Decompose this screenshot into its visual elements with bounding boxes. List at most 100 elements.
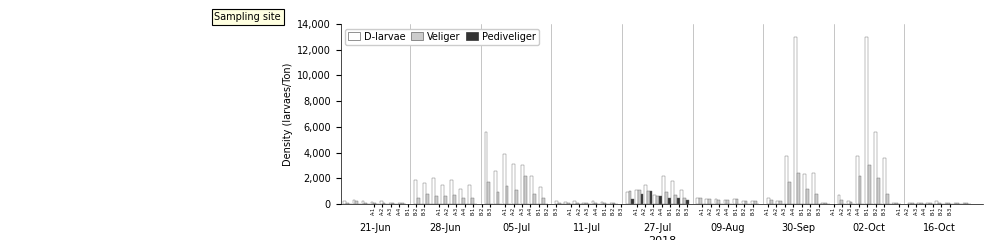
- Bar: [638, 190, 640, 204]
- Bar: [573, 201, 576, 204]
- Bar: [956, 203, 959, 204]
- Bar: [653, 195, 656, 204]
- Bar: [462, 198, 465, 204]
- Bar: [558, 203, 561, 204]
- Bar: [909, 203, 911, 204]
- Bar: [724, 200, 727, 204]
- Bar: [450, 180, 453, 204]
- Bar: [485, 132, 488, 204]
- Bar: [727, 200, 729, 204]
- Bar: [521, 165, 523, 204]
- Bar: [886, 194, 889, 204]
- Bar: [444, 196, 447, 204]
- Bar: [635, 190, 638, 204]
- Bar: [435, 196, 438, 204]
- Bar: [391, 203, 394, 204]
- Bar: [533, 194, 535, 204]
- Bar: [736, 199, 739, 204]
- Bar: [361, 201, 364, 204]
- Bar: [514, 190, 517, 204]
- Bar: [379, 201, 382, 204]
- Bar: [947, 203, 950, 204]
- Bar: [417, 198, 420, 204]
- Bar: [788, 182, 790, 204]
- Bar: [613, 203, 616, 204]
- Bar: [797, 173, 800, 204]
- Bar: [592, 201, 595, 204]
- Bar: [398, 203, 401, 204]
- Bar: [708, 199, 711, 204]
- Bar: [742, 201, 745, 204]
- Bar: [677, 198, 679, 204]
- Bar: [671, 181, 674, 204]
- Bar: [665, 192, 667, 204]
- Bar: [414, 180, 417, 204]
- Bar: [705, 199, 708, 204]
- Bar: [632, 199, 635, 204]
- Bar: [658, 196, 661, 204]
- Bar: [644, 185, 646, 204]
- Bar: [640, 194, 643, 204]
- Bar: [926, 203, 929, 204]
- Bar: [696, 198, 699, 204]
- Bar: [460, 189, 462, 204]
- Y-axis label: Density (larvaes/Ton): Density (larvaes/Ton): [283, 62, 293, 166]
- Bar: [432, 178, 435, 204]
- Bar: [656, 196, 658, 204]
- Bar: [803, 174, 806, 204]
- Bar: [733, 199, 736, 204]
- Bar: [441, 185, 444, 204]
- Bar: [674, 195, 677, 204]
- Bar: [911, 203, 914, 204]
- Bar: [777, 201, 779, 204]
- Bar: [785, 156, 788, 204]
- Bar: [502, 154, 505, 204]
- Bar: [511, 164, 514, 204]
- Bar: [595, 203, 597, 204]
- Bar: [877, 178, 880, 204]
- Bar: [812, 173, 815, 204]
- Bar: [601, 202, 604, 204]
- Bar: [717, 200, 720, 204]
- Bar: [874, 132, 877, 204]
- Bar: [892, 203, 895, 204]
- Bar: [850, 202, 852, 204]
- Bar: [824, 203, 827, 204]
- Bar: [779, 201, 781, 204]
- Bar: [921, 203, 922, 204]
- Bar: [488, 182, 491, 204]
- Bar: [426, 194, 429, 204]
- Bar: [767, 198, 770, 204]
- Bar: [370, 202, 373, 204]
- Bar: [944, 203, 947, 204]
- Bar: [604, 203, 607, 204]
- Bar: [751, 201, 754, 204]
- Bar: [794, 37, 797, 204]
- Bar: [353, 200, 355, 204]
- Bar: [715, 199, 717, 204]
- Bar: [935, 201, 938, 204]
- Bar: [770, 200, 773, 204]
- Bar: [530, 176, 533, 204]
- Bar: [564, 202, 567, 204]
- Bar: [382, 203, 385, 204]
- X-axis label: 2018: 2018: [647, 236, 676, 240]
- Bar: [389, 203, 391, 204]
- Bar: [401, 203, 403, 204]
- Bar: [583, 203, 585, 204]
- Text: Sampling site: Sampling site: [214, 12, 281, 22]
- Bar: [585, 203, 588, 204]
- Bar: [868, 165, 871, 204]
- Bar: [883, 158, 886, 204]
- Bar: [469, 185, 472, 204]
- Bar: [686, 200, 689, 204]
- Bar: [539, 187, 542, 204]
- Bar: [629, 191, 632, 204]
- Bar: [667, 198, 670, 204]
- Bar: [555, 201, 558, 204]
- Bar: [918, 203, 921, 204]
- Bar: [856, 156, 859, 204]
- Bar: [965, 203, 968, 204]
- Bar: [649, 191, 652, 204]
- Bar: [754, 201, 757, 204]
